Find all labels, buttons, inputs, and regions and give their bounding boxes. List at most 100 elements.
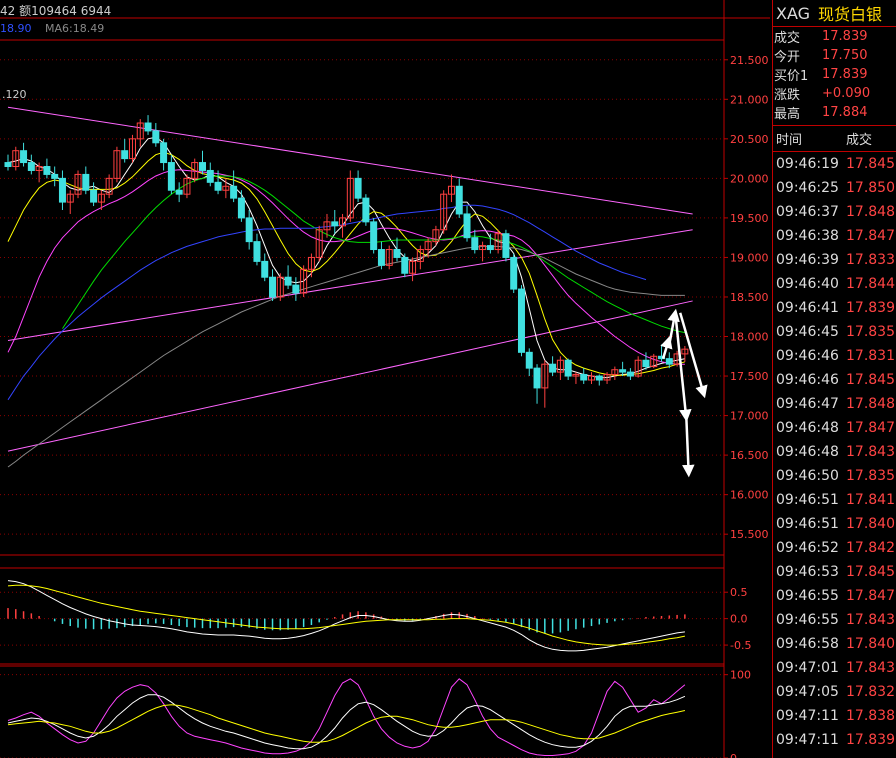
tick-price: 17.840 xyxy=(846,516,895,532)
chart-svg: 21.500 21.000 20.500 20.000 19.500 19.000 18.5… xyxy=(0,0,770,758)
candle-body xyxy=(619,369,627,373)
y-tick-label: 20.000 xyxy=(730,172,769,185)
tick-time: 09:46:45 xyxy=(776,324,839,340)
tick-time: 09:47:01 xyxy=(776,660,839,676)
candle-body xyxy=(603,373,611,381)
y-tick-label: 19.500 xyxy=(730,212,769,225)
tick-row: 09:46:58 17.840 xyxy=(773,632,896,656)
tick-time: 09:46:48 xyxy=(776,444,839,460)
tick-row: 09:47:05 17.832 xyxy=(773,680,896,704)
candle-body xyxy=(494,233,502,251)
quote-row-change: 涨跌 +0.090 xyxy=(773,84,896,103)
tick-price: 17.839 xyxy=(846,732,895,748)
ma-value-2: MA6:18.49 xyxy=(45,22,105,35)
candle-body xyxy=(307,256,315,270)
tick-price: 17.847 xyxy=(846,228,895,244)
candle-body xyxy=(502,233,510,258)
y-tick-label: 16.000 xyxy=(730,489,769,502)
tick-time: 09:46:47 xyxy=(776,396,839,412)
quote-row-bid: 买价1 17.839 xyxy=(773,65,896,84)
quote-row-high: 最高 17.884 xyxy=(773,103,896,122)
candle-body xyxy=(113,150,121,179)
candle-body xyxy=(564,359,572,377)
ma-line xyxy=(62,175,686,334)
candle-body xyxy=(199,162,206,171)
tick-price: 17.835 xyxy=(846,324,895,340)
tick-time: 09:47:11 xyxy=(776,732,839,748)
tick-row: 09:46:41 17.839 xyxy=(773,296,896,320)
tick-time: 09:46:40 xyxy=(776,276,839,292)
y-tick-label: -0.5 xyxy=(730,639,751,652)
tick-row: 09:46:46 17.831 xyxy=(773,344,896,368)
kdj-line xyxy=(7,694,686,750)
candle-body xyxy=(572,373,580,377)
candle-body xyxy=(588,375,595,381)
candle-body xyxy=(74,173,82,195)
ma-line xyxy=(7,151,686,376)
tick-time: 09:46:51 xyxy=(776,516,839,532)
tick-price: 17.848 xyxy=(846,204,895,220)
candle-body xyxy=(206,169,214,183)
candle-body xyxy=(253,241,261,262)
tick-time: 09:46:41 xyxy=(776,300,839,316)
annotation-arrow xyxy=(678,312,708,399)
tick-time: 09:46:53 xyxy=(776,564,839,580)
y-tick-label: 0.5 xyxy=(730,586,748,599)
tick-price: 17.832 xyxy=(846,684,895,700)
y-tick-label: 21.500 xyxy=(730,54,769,67)
tick-row: 09:46:55 17.843 xyxy=(773,608,896,632)
candle-body xyxy=(97,193,105,203)
y-tick-label: 20.500 xyxy=(730,133,769,146)
tick-price: 17.835 xyxy=(846,468,895,484)
candle-body xyxy=(90,189,98,203)
quote-row-open: 今开 17.750 xyxy=(773,46,896,65)
candle-body xyxy=(43,166,51,175)
candle-body xyxy=(416,249,424,262)
high-label: .120 xyxy=(2,88,27,101)
quote-value: 17.884 xyxy=(822,105,868,120)
kdj-line xyxy=(7,678,686,756)
tick-price: 17.839 xyxy=(846,300,895,316)
quote-value: 17.839 xyxy=(822,67,868,82)
tick-time: 09:46:55 xyxy=(776,588,839,604)
candle-body xyxy=(486,245,494,251)
tick-time: 09:46:46 xyxy=(776,348,839,364)
candle-body xyxy=(152,130,160,144)
candle-body xyxy=(230,185,238,199)
tick-price: 17.847 xyxy=(846,588,895,604)
tick-price: 17.840 xyxy=(846,636,895,652)
candle-body xyxy=(393,249,401,258)
y-tick-label: 16.500 xyxy=(730,449,769,462)
candle-body xyxy=(541,363,549,389)
tick-row: 09:46:48 17.847 xyxy=(773,416,896,440)
candle-body xyxy=(276,276,284,298)
tick-time: 09:46:37 xyxy=(776,204,839,220)
y-tick-label: 0 xyxy=(730,752,737,758)
y-tick-label: 15.500 xyxy=(730,528,769,541)
volume-text: 42 额109464 6944 xyxy=(0,4,112,18)
tick-time: 09:47:05 xyxy=(776,684,839,700)
candle-body xyxy=(105,177,113,195)
candle-body xyxy=(681,348,689,355)
chart-area: 21.500 21.000 20.500 20.000 19.500 19.000 18.5… xyxy=(0,0,770,758)
candle-body xyxy=(82,173,90,191)
candle-body xyxy=(128,138,136,160)
tick-price: 17.844 xyxy=(846,276,895,292)
annotation-arrow xyxy=(660,335,673,360)
tick-list[interactable]: 09:46:19 17.845 09:46:25 17.850 09:46:37 17.8… xyxy=(773,152,896,752)
candle-body xyxy=(479,245,487,251)
y-tick-label: 19.000 xyxy=(730,251,769,264)
tick-price: 17.838 xyxy=(846,708,895,724)
tick-time: 09:46:48 xyxy=(776,420,839,436)
trend-line xyxy=(7,106,693,215)
candle-body xyxy=(455,185,463,215)
tick-price: 17.845 xyxy=(846,156,895,172)
candle-body xyxy=(300,268,308,294)
candle-body xyxy=(471,237,479,251)
tick-price: 17.843 xyxy=(846,444,895,460)
tick-time: 09:46:19 xyxy=(776,156,839,172)
candle-body xyxy=(517,288,525,353)
candle-body xyxy=(222,185,230,191)
annotation-arrow xyxy=(674,315,692,423)
candle-body xyxy=(35,166,43,171)
